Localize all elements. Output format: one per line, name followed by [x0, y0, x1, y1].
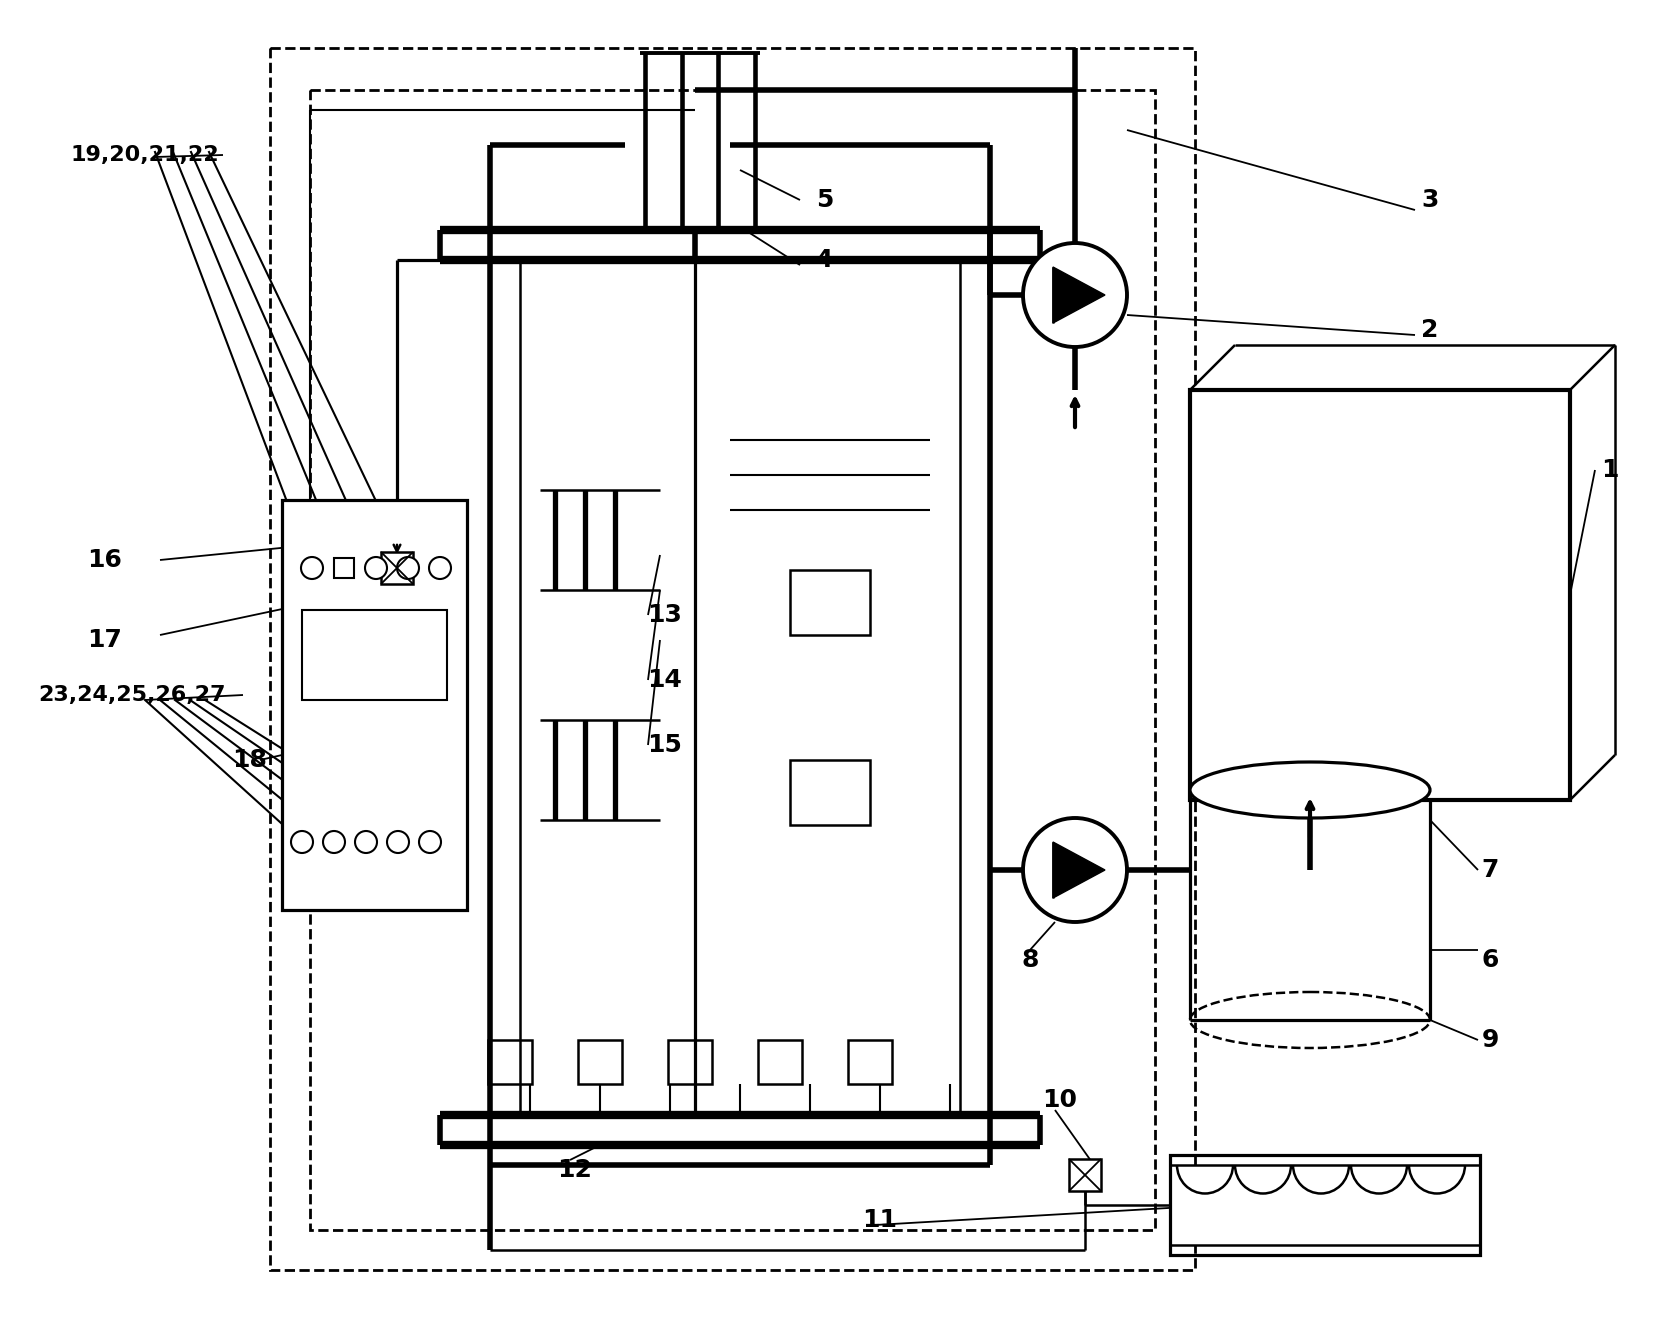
Bar: [1190, 390, 1571, 799]
Bar: [667, 1040, 712, 1084]
Text: 11: 11: [862, 1208, 897, 1232]
Bar: [301, 610, 448, 700]
Bar: [310, 90, 1155, 1230]
Circle shape: [1023, 243, 1127, 347]
Ellipse shape: [1293, 1167, 1350, 1243]
Ellipse shape: [1176, 1167, 1233, 1243]
Bar: [577, 1040, 622, 1084]
Ellipse shape: [1235, 1167, 1291, 1243]
Text: 3: 3: [1421, 189, 1439, 212]
Bar: [334, 558, 354, 578]
Text: 16: 16: [88, 548, 123, 572]
Circle shape: [419, 831, 441, 853]
Ellipse shape: [1351, 1167, 1408, 1243]
Text: 13: 13: [647, 603, 682, 627]
Text: 15: 15: [647, 733, 682, 757]
Circle shape: [354, 831, 378, 853]
Ellipse shape: [1190, 762, 1429, 818]
Text: 18: 18: [231, 748, 266, 772]
Bar: [790, 760, 870, 825]
Bar: [849, 1040, 892, 1084]
Text: 12: 12: [557, 1158, 592, 1182]
Bar: [1170, 1165, 1479, 1246]
Text: 4: 4: [817, 248, 834, 272]
Bar: [488, 1040, 532, 1084]
Bar: [1068, 1159, 1102, 1191]
Text: 9: 9: [1481, 1028, 1499, 1052]
Circle shape: [1023, 818, 1127, 922]
Circle shape: [323, 831, 344, 853]
Text: 7: 7: [1481, 858, 1499, 882]
Polygon shape: [1053, 842, 1105, 898]
Circle shape: [398, 556, 419, 579]
Bar: [759, 1040, 802, 1084]
Ellipse shape: [1409, 1167, 1464, 1243]
Text: 8: 8: [1022, 948, 1038, 972]
Circle shape: [291, 831, 313, 853]
Bar: [381, 552, 413, 584]
Circle shape: [429, 556, 451, 579]
Bar: [790, 570, 870, 635]
Circle shape: [388, 831, 409, 853]
Polygon shape: [1053, 267, 1105, 323]
Text: 14: 14: [647, 668, 682, 692]
Text: 23,24,25,26,27: 23,24,25,26,27: [38, 685, 226, 705]
Text: 10: 10: [1043, 1088, 1078, 1112]
Text: 6: 6: [1481, 948, 1499, 972]
Text: 2: 2: [1421, 317, 1439, 343]
Bar: [281, 501, 468, 910]
Bar: [270, 48, 1195, 1270]
Text: 19,20,21,22: 19,20,21,22: [70, 145, 218, 165]
Text: 5: 5: [817, 189, 834, 212]
Bar: [1170, 1155, 1479, 1255]
Circle shape: [364, 556, 388, 579]
Text: 17: 17: [88, 628, 123, 652]
Circle shape: [301, 556, 323, 579]
Text: 1: 1: [1601, 458, 1619, 482]
